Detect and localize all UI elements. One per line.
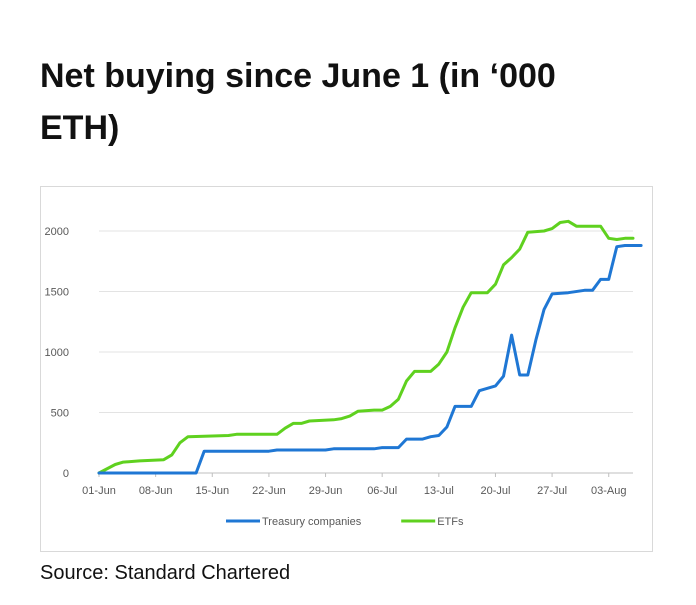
y-tick-label: 0 xyxy=(63,468,69,480)
y-tick-label: 1500 xyxy=(45,287,69,299)
x-tick-label: 01-Jun xyxy=(82,485,116,497)
source-note: Source: Standard Chartered xyxy=(40,562,291,584)
y-tick-label: 2000 xyxy=(45,226,69,238)
x-tick-label: 15-Jun xyxy=(195,485,229,497)
x-tick-label: 13-Jul xyxy=(424,485,454,497)
x-tick-label: 22-Jun xyxy=(252,485,286,497)
x-tick-label: 27-Jul xyxy=(537,485,567,497)
x-tick-label: 06-Jul xyxy=(367,485,397,497)
series-line-treasury-companies xyxy=(97,244,643,475)
y-tick-label: 1000 xyxy=(45,347,69,359)
series-line-etfs xyxy=(97,219,635,475)
x-tick-label: 08-Jun xyxy=(139,485,173,497)
y-axis-ticks: 0 500 1000 1500 2000 xyxy=(45,226,69,480)
y-tick-label: 500 xyxy=(51,408,69,420)
line-chart: 0 500 1000 1500 2000 01-Jun 08-Jun 15-Jun 22-Ju… xyxy=(45,219,643,528)
chart-frame: 0 500 1000 1500 2000 01-Jun 08-Jun 15-Jun 22-Ju… xyxy=(40,186,653,552)
legend: Treasury companies ETFs xyxy=(226,516,464,528)
gridlines xyxy=(99,230,633,474)
legend-label-etfs: ETFs xyxy=(437,516,464,528)
legend-label-treasury-companies: Treasury companies xyxy=(262,516,362,528)
chart-title: Net buying since June 1 (in ‘000 ETH) xyxy=(40,57,556,147)
x-tick-label: 29-Jun xyxy=(309,485,343,497)
series-lines xyxy=(97,219,643,475)
x-tick-label: 03-Aug xyxy=(591,485,626,497)
x-axis-ticks: 01-Jun 08-Jun 15-Jun 22-Jun 29-Jun 06-Jul 13-J… xyxy=(82,473,626,497)
x-tick-label: 20-Jul xyxy=(480,485,510,497)
